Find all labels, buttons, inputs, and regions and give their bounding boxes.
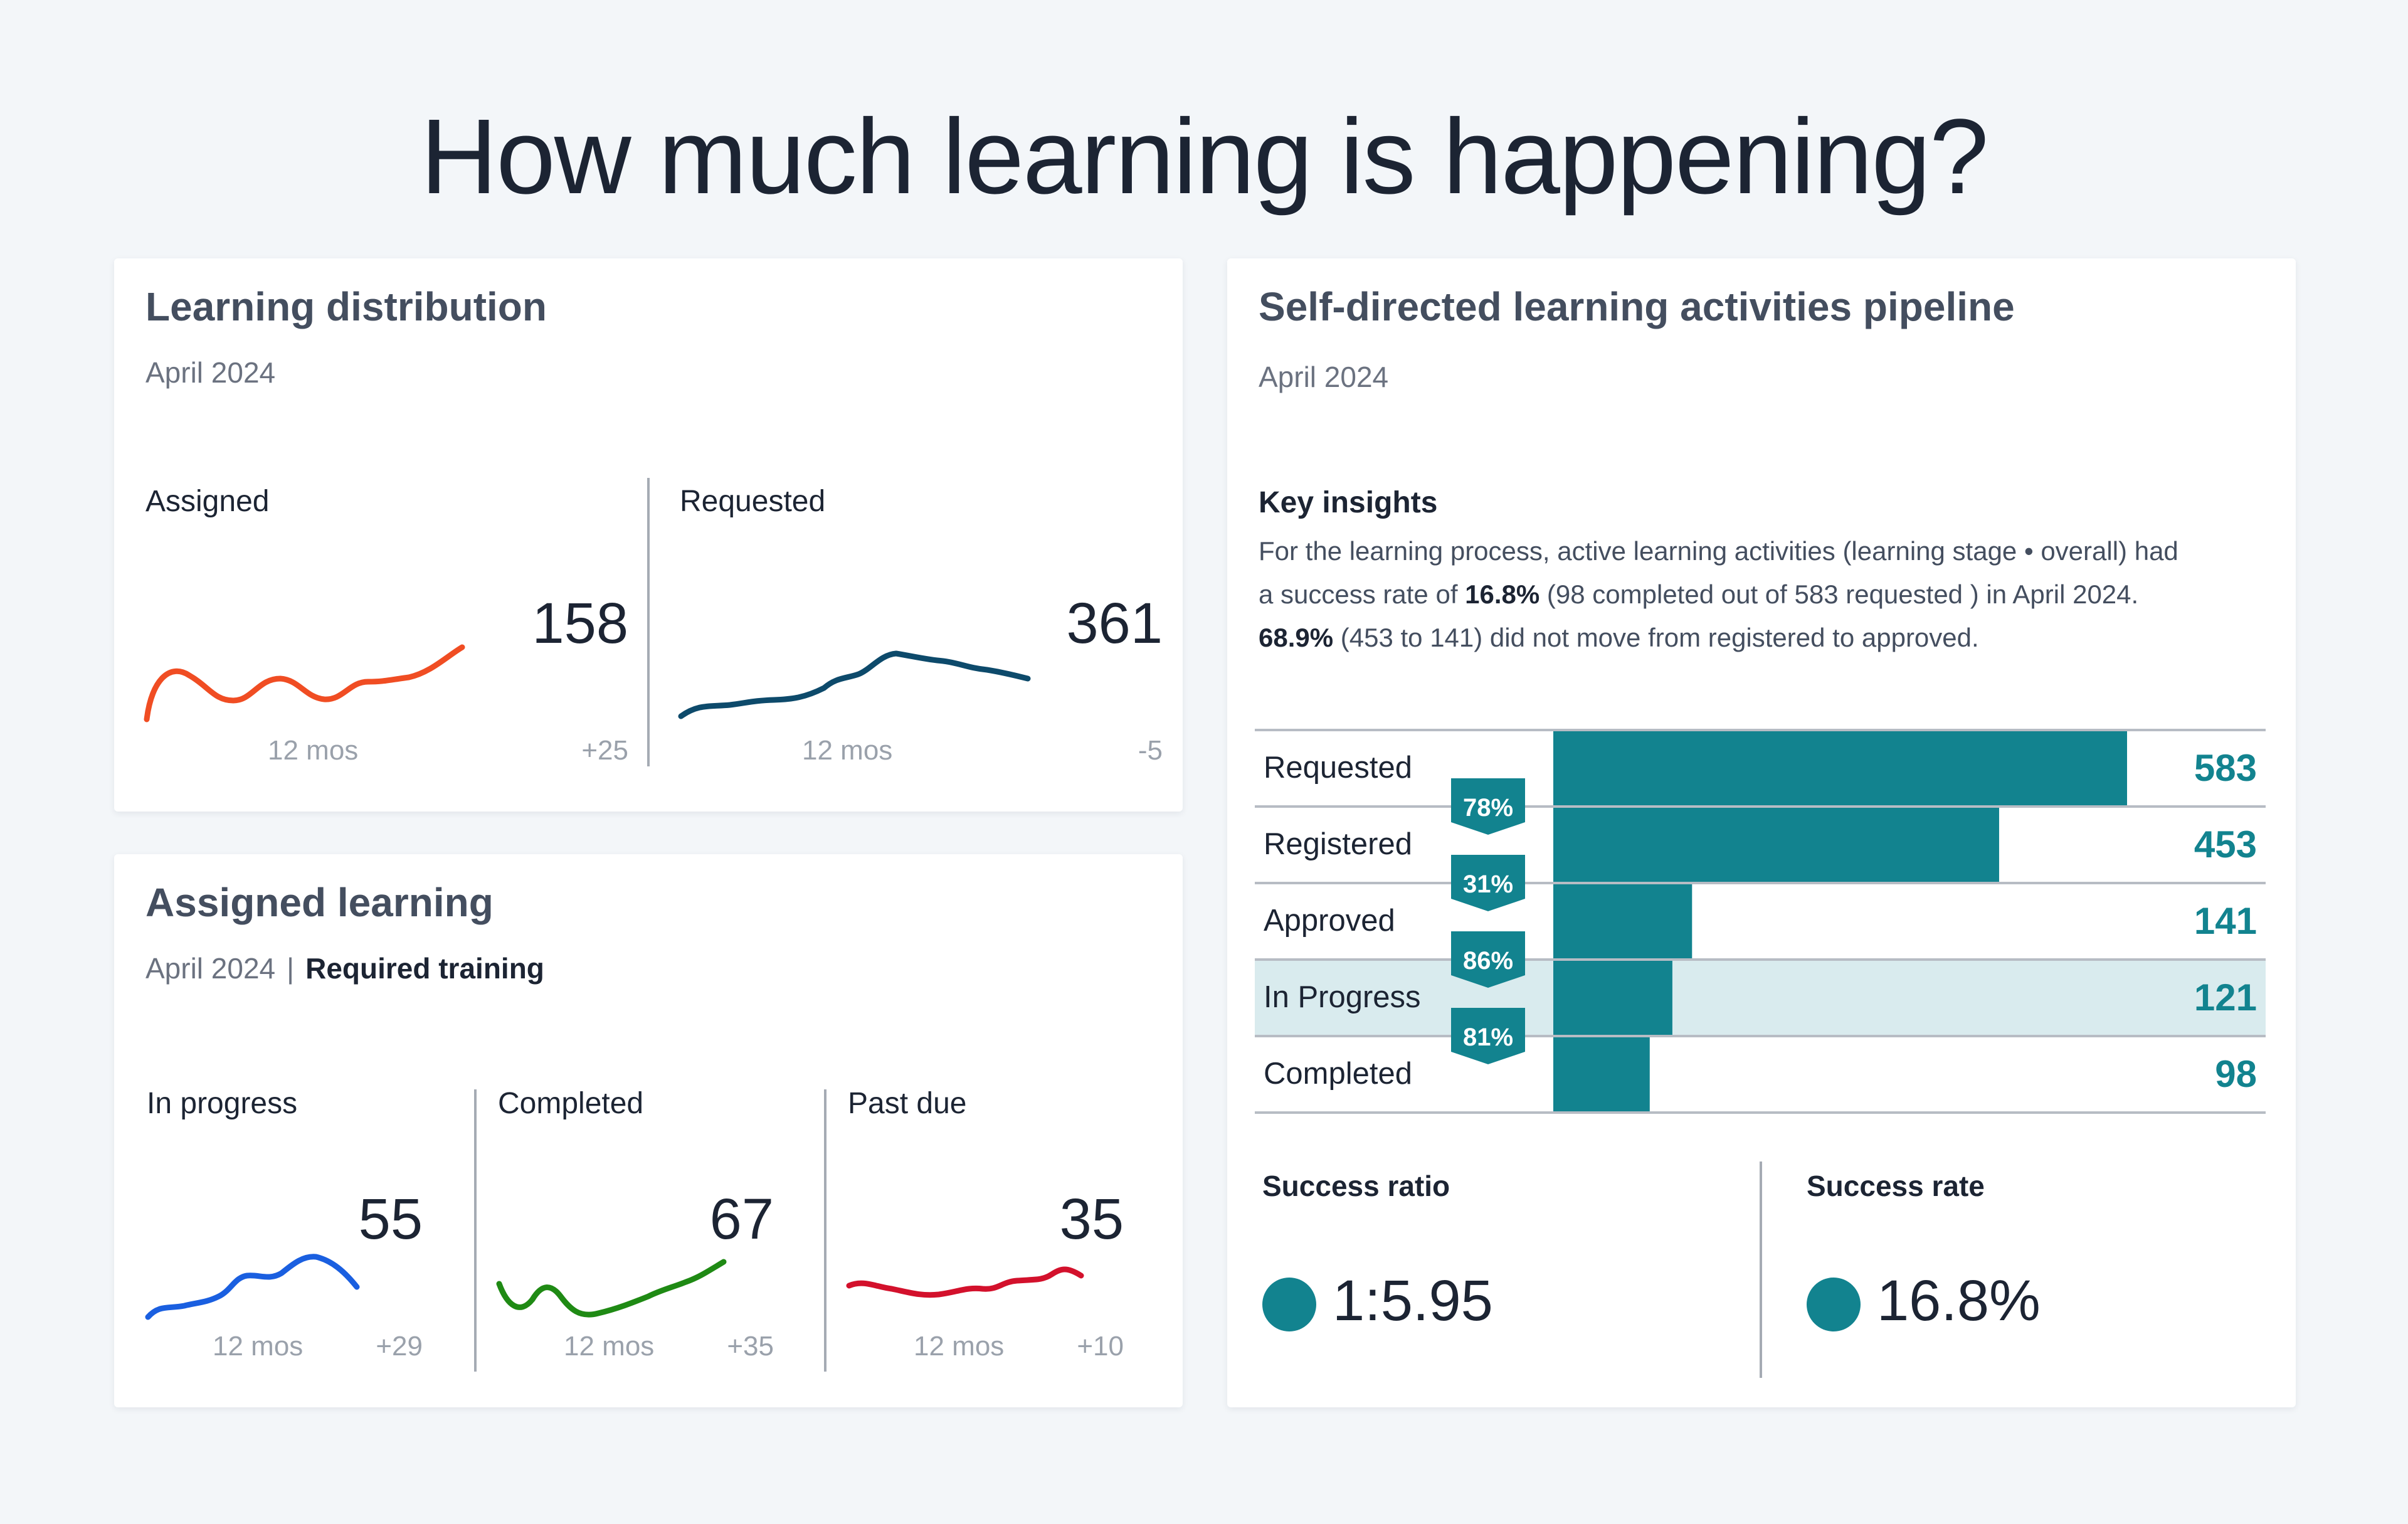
success-rate-label: Success rate: [1807, 1170, 1985, 1202]
funnel-value-requested: 583: [2194, 747, 2257, 789]
funnel-value-in-progress: 121: [2194, 976, 2257, 1019]
page-title: How much learning is happening?: [420, 97, 1988, 216]
funnel-label-in-progress[interactable]: In Progress: [1264, 980, 1421, 1014]
metric-period: 12 mos: [802, 735, 893, 766]
metric-in-progress[interactable]: In progress 55 12 mos +29: [145, 1086, 448, 1387]
funnel-bar-completed: [1553, 1036, 1650, 1113]
metric-divider: [824, 1089, 826, 1372]
success-divider: [1760, 1162, 1762, 1378]
funnel-label-registered[interactable]: Registered: [1264, 827, 1412, 861]
funnel-value-completed: 98: [2215, 1053, 2257, 1095]
success-ratio-label: Success ratio: [1262, 1170, 1450, 1202]
conversion-badge: [1451, 1008, 1525, 1064]
metric-label: Past due: [848, 1087, 967, 1120]
conversion-badge-label: 31%: [1463, 870, 1513, 898]
insight-highlight: 68.9%: [1259, 623, 1334, 652]
insight-highlight: 16.8%: [1465, 579, 1540, 609]
card-subtitle: April 2024 | Required training: [145, 951, 544, 985]
metric-period: 12 mos: [268, 735, 359, 766]
key-insights-title: Key insights: [1259, 486, 1438, 519]
metric-delta: +29: [376, 1331, 423, 1362]
card-date: April 2024: [145, 356, 276, 389]
metric-assigned[interactable]: Assigned 158 12 mos +25: [144, 484, 629, 798]
sparkline-path: [144, 644, 465, 722]
sparkline-completed: [496, 1259, 727, 1318]
pipeline-funnel-chart: 78% 31% 86% 81%: [1255, 729, 2266, 1114]
conversion-badge: [1451, 778, 1525, 835]
insight-line: For the learning process, active learnin…: [1259, 536, 2178, 566]
metric-label: Completed: [498, 1087, 644, 1120]
separator: |: [287, 952, 295, 985]
metric-delta: +25: [581, 735, 628, 766]
sparkline-path: [678, 650, 1031, 719]
insight-line: 68.9% (453 to 141) did not move from reg…: [1259, 623, 1979, 652]
success-ratio-value: 1:5.95: [1333, 1269, 1493, 1333]
funnel-bar-in-progress: [1553, 960, 1672, 1036]
success-rate-value: 16.8%: [1877, 1269, 2041, 1333]
conversion-badge: [1451, 855, 1525, 911]
funnel-value-approved: 141: [2194, 900, 2257, 942]
metric-delta: -5: [1138, 735, 1163, 766]
funnel-value-registered: 453: [2194, 823, 2257, 865]
conversion-badge: [1451, 931, 1525, 988]
assigned-learning-card: Assigned learning April 2024 | Required tr…: [114, 854, 1183, 1407]
sparkline-path: [496, 1259, 727, 1318]
sparkline-assigned: [144, 644, 465, 722]
filter-label[interactable]: Required training: [305, 952, 544, 985]
metric-label: In progress: [147, 1087, 298, 1120]
card-title: Assigned learning: [145, 880, 494, 925]
metric-completed[interactable]: Completed 67 12 mos +35: [496, 1086, 799, 1387]
sparkline-past-due: [846, 1266, 1084, 1298]
funnel-bar-requested: [1553, 730, 2127, 807]
learning-distribution-card: Learning distribution April 2024 Assigne…: [114, 258, 1183, 812]
metric-value: 361: [1066, 591, 1163, 655]
sparkline-path: [846, 1266, 1084, 1298]
success-rate-dot-icon: [1807, 1278, 1861, 1331]
success-ratio-dot-icon: [1262, 1278, 1316, 1331]
metric-past-due[interactable]: Past due 35 12 mos +10: [846, 1086, 1149, 1387]
metric-delta: +35: [727, 1331, 774, 1362]
funnel-label-requested[interactable]: Requested: [1264, 751, 1413, 785]
metric-period: 12 mos: [914, 1331, 1005, 1362]
card-date: April 2024: [1259, 361, 1389, 393]
funnel-bar-registered: [1553, 807, 1999, 883]
metric-label: Assigned: [145, 485, 270, 518]
funnel-label-approved[interactable]: Approved: [1264, 904, 1395, 938]
row-highlight: [1255, 960, 2266, 1036]
metric-value: 67: [709, 1187, 774, 1251]
card-title: Self-directed learning activities pipeli…: [1259, 284, 2015, 329]
metric-period: 12 mos: [213, 1331, 304, 1362]
card-date: April 2024: [145, 952, 276, 985]
metric-value: 35: [1059, 1187, 1124, 1251]
conversion-badge-label: 86%: [1463, 947, 1513, 975]
sparkline-requested: [678, 650, 1031, 719]
pipeline-card: Self-directed learning activities pipeli…: [1227, 258, 2296, 1407]
conversion-badge-label: 78%: [1463, 794, 1513, 822]
metric-delta: +10: [1077, 1331, 1124, 1362]
insight-line: a success rate of 16.8% (98 completed ou…: [1259, 579, 2139, 609]
metric-requested[interactable]: Requested 361 12 mos -5: [678, 484, 1163, 798]
sparkline-in-progress: [145, 1254, 360, 1320]
metric-period: 12 mos: [564, 1331, 655, 1362]
metric-value: 158: [532, 591, 629, 655]
conversion-badge-label: 81%: [1463, 1024, 1513, 1051]
metric-label: Requested: [680, 485, 826, 518]
funnel-label-completed[interactable]: Completed: [1264, 1057, 1412, 1091]
sparkline-path: [145, 1254, 360, 1320]
card-title: Learning distribution: [145, 284, 547, 329]
key-insights-text: For the learning process, active learnin…: [1259, 529, 2274, 659]
metric-value: 55: [358, 1187, 423, 1251]
metric-divider: [647, 478, 650, 766]
metric-divider: [474, 1089, 477, 1372]
funnel-bar-approved: [1553, 883, 1692, 960]
